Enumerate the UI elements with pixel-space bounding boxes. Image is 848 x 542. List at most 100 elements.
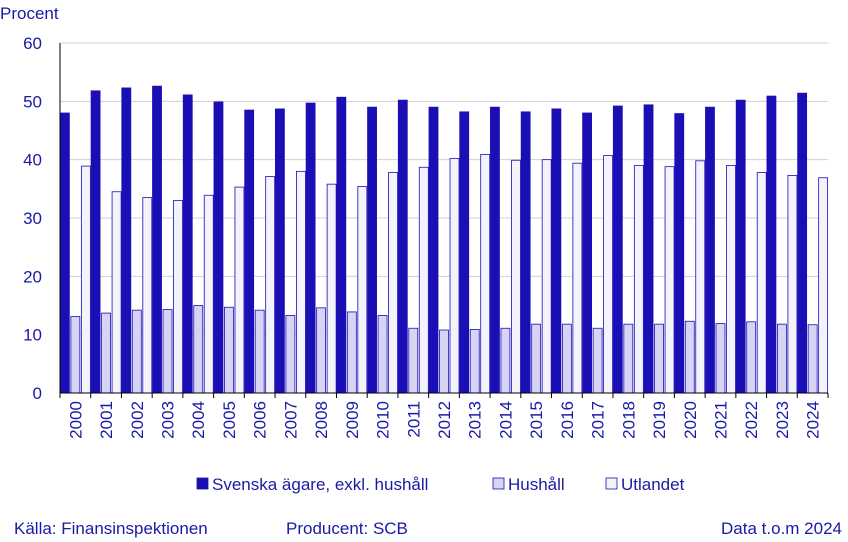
bar-households-2016 — [561, 323, 572, 394]
bar-foreign-2023 — [787, 175, 798, 394]
bar-households-2024 — [807, 324, 818, 394]
bar-foreign-2003 — [173, 200, 183, 394]
x-tick-label: 2019 — [650, 401, 669, 439]
bar-households-2002 — [131, 309, 142, 394]
bar-households-2013 — [469, 329, 480, 394]
legend-label: Utlandet — [621, 475, 685, 494]
x-tick-label: 2016 — [558, 401, 577, 439]
bar-households-2005 — [224, 306, 234, 394]
bar-owners-2011 — [397, 99, 408, 394]
bar-owners-2004 — [182, 94, 193, 394]
bar-owners-2007 — [274, 108, 285, 394]
bar-foreign-2015 — [541, 159, 552, 394]
x-tick-label: 2024 — [804, 401, 823, 439]
x-tick-label: 2004 — [189, 401, 208, 439]
bar-owners-2013 — [459, 111, 470, 394]
bar-owners-2001 — [90, 90, 101, 394]
bar-foreign-2018 — [633, 165, 644, 394]
x-tick-label: 2018 — [619, 401, 638, 439]
bar-households-2000 — [70, 316, 81, 394]
x-tick-label: 2012 — [435, 401, 454, 439]
bar-households-2019 — [654, 323, 664, 394]
bar-foreign-2020 — [695, 160, 706, 394]
bar-foreign-2005 — [234, 186, 245, 394]
bar-foreign-2001 — [111, 191, 122, 394]
bar-households-2004 — [193, 305, 204, 394]
y-tick-label: 30 — [23, 209, 42, 228]
bar-owners-2000 — [59, 112, 70, 394]
bar-households-2003 — [162, 309, 173, 394]
x-tick-label: 2020 — [681, 401, 700, 439]
bar-foreign-2011 — [418, 166, 429, 394]
x-tick-label: 2009 — [343, 401, 362, 439]
bar-owners-2006 — [244, 109, 255, 394]
y-axis-ticks: 0 10 20 30 40 50 60 — [23, 34, 42, 403]
x-tick-label: 2003 — [159, 401, 178, 439]
x-tick-label: 2023 — [773, 401, 792, 439]
bar-foreign-2010 — [388, 172, 398, 394]
bar-owners-2021 — [705, 106, 715, 394]
bar-foreign-2009 — [357, 186, 368, 394]
legend-swatch — [605, 477, 618, 490]
bar-households-2023 — [777, 323, 787, 394]
x-tick-label: 2017 — [589, 401, 608, 439]
bar-owners-2003 — [152, 85, 162, 394]
bar-owners-2024 — [797, 92, 808, 394]
x-tick-label: 2014 — [496, 401, 515, 439]
bar-households-2015 — [531, 323, 542, 394]
bar-households-2010 — [377, 315, 388, 394]
y-tick-label: 50 — [23, 92, 42, 111]
bar-owners-2022 — [735, 99, 746, 394]
bar-foreign-2014 — [511, 159, 521, 394]
bar-foreign-2004 — [203, 194, 214, 394]
x-tick-label: 2022 — [742, 401, 761, 439]
bar-foreign-2013 — [480, 154, 491, 394]
bar-foreign-2022 — [756, 172, 767, 394]
bar-households-2009 — [346, 311, 357, 394]
y-tick-label: 0 — [33, 384, 42, 403]
bar-households-2017 — [592, 327, 603, 394]
bar-foreign-2002 — [142, 197, 153, 394]
bar-households-2020 — [684, 320, 695, 394]
y-tick-label: 20 — [23, 267, 42, 286]
legend-swatch — [196, 477, 209, 490]
bar-households-2012 — [439, 329, 449, 394]
x-tick-label: 2008 — [312, 401, 331, 439]
bar-owners-2005 — [213, 101, 224, 394]
x-tick-label: 2002 — [128, 401, 147, 439]
bar-households-2006 — [254, 309, 265, 394]
bar-foreign-2012 — [449, 158, 460, 394]
bar-owners-2018 — [612, 105, 623, 394]
bar-foreign-2017 — [603, 155, 613, 394]
legend-label: Svenska ägare, exkl. hushåll — [212, 475, 428, 494]
bar-foreign-2007 — [295, 170, 306, 394]
x-tick-label: 2011 — [404, 401, 423, 438]
bar-owners-2002 — [121, 87, 132, 394]
x-tick-label: 2013 — [466, 401, 485, 439]
bar-owners-2019 — [643, 104, 654, 394]
bar-foreign-2016 — [572, 162, 583, 394]
bar-owners-2016 — [551, 108, 562, 394]
bars — [59, 85, 829, 394]
x-tick-label: 2001 — [97, 401, 116, 439]
y-axis-title: Procent — [0, 4, 59, 23]
bar-households-2008 — [316, 307, 327, 394]
x-tick-label: 2005 — [220, 401, 239, 439]
y-tick-label: 10 — [23, 326, 42, 345]
bar-households-2018 — [623, 323, 634, 394]
bar-foreign-2021 — [726, 165, 736, 394]
axes — [59, 43, 828, 394]
x-axis-ticks: 2000 2001 2002 2003 2004 2005 2006 2007 2008 2009… — [59, 393, 829, 439]
bar-owners-2023 — [766, 95, 777, 394]
bar-owners-2008 — [305, 102, 316, 394]
bar-households-2014 — [500, 327, 511, 394]
bar-owners-2015 — [520, 111, 531, 394]
bar-owners-2020 — [674, 113, 685, 394]
footer-producer: Producent: SCB — [286, 519, 408, 538]
bar-owners-2017 — [582, 112, 592, 394]
bar-owners-2014 — [490, 106, 500, 394]
x-tick-label: 2021 — [711, 401, 730, 439]
bar-foreign-2000 — [80, 165, 91, 394]
legend-label: Hushåll — [508, 475, 565, 494]
bar-households-2021 — [715, 323, 726, 394]
